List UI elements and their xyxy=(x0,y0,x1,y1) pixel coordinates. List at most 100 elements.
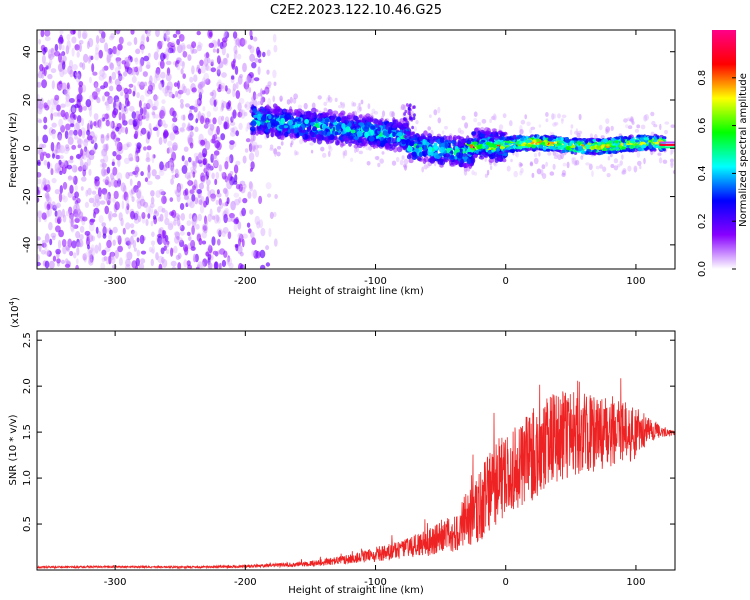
heatmap-cell xyxy=(146,32,151,37)
heatmap-cell xyxy=(145,218,149,226)
heatmap-cell xyxy=(236,53,242,60)
heatmap-cell xyxy=(56,144,61,154)
heatmap-cell xyxy=(545,161,548,167)
heatmap-cell xyxy=(452,135,458,141)
heatmap-cell xyxy=(209,165,214,171)
heatmap-cell xyxy=(338,105,342,109)
heatmap-cell xyxy=(413,113,416,117)
heatmap-cell xyxy=(547,137,553,142)
heatmap-cell xyxy=(414,147,420,153)
heatmap-cell xyxy=(75,258,79,265)
heatmap-cell xyxy=(191,194,196,202)
heatmap-cell xyxy=(174,231,180,239)
heatmap-cell xyxy=(174,235,180,244)
heatmap-cell xyxy=(47,73,53,80)
heatmap-cell xyxy=(136,92,140,99)
heatmap-cell xyxy=(171,146,175,155)
heatmap-cell xyxy=(125,126,128,135)
heatmap-cell xyxy=(52,204,57,211)
heatmap-cell xyxy=(118,112,124,118)
heatmap-cell xyxy=(273,211,277,217)
heatmap-cell xyxy=(68,175,73,180)
heatmap-cell xyxy=(215,199,219,206)
heatmap-cell xyxy=(340,103,346,109)
heatmap-cell xyxy=(164,92,168,97)
heatmap-cell xyxy=(74,135,78,140)
heatmap-cell xyxy=(102,67,105,72)
heatmap-cell xyxy=(75,204,80,213)
heatmap-cell xyxy=(38,39,41,45)
heatmap-cell xyxy=(129,235,134,245)
heatmap-cell xyxy=(267,193,272,198)
heatmap-cell xyxy=(418,151,423,158)
heatmap-cell xyxy=(193,257,197,263)
heatmap-cell xyxy=(199,81,206,88)
heatmap-cell xyxy=(502,113,507,119)
heatmap-cell xyxy=(237,221,242,230)
heatmap-cell xyxy=(221,171,226,177)
heatmap-cell xyxy=(625,149,629,152)
heatmap-cell xyxy=(180,213,185,221)
heatmap-cell xyxy=(629,140,636,144)
heatmap-cell xyxy=(186,174,191,181)
heatmap-cell xyxy=(147,213,151,219)
heatmap-cell xyxy=(140,35,145,45)
heatmap-cell xyxy=(75,120,81,131)
heatmap-cell xyxy=(473,171,478,176)
heatmap-cell xyxy=(224,31,230,39)
heatmap-cell xyxy=(69,250,74,257)
heatmap-cell xyxy=(52,153,55,159)
heatmap-cell xyxy=(252,91,257,101)
heatmap-cell xyxy=(184,160,189,167)
heatmap-cell xyxy=(180,42,186,53)
heatmap-cell xyxy=(116,58,121,67)
heatmap-cell xyxy=(194,126,199,133)
heatmap-cell xyxy=(512,145,517,149)
heatmap-cell xyxy=(73,122,80,132)
heatmap-cell xyxy=(179,127,185,132)
heatmap-cell xyxy=(510,158,513,163)
heatmap-cell xyxy=(66,82,70,90)
heatmap-cell xyxy=(78,239,84,248)
heatmap-cell xyxy=(203,168,207,173)
heatmap-cell xyxy=(339,141,344,148)
heatmap-cell xyxy=(592,138,597,143)
heatmap-cell xyxy=(115,137,121,142)
heatmap-cell xyxy=(59,155,64,160)
heatmap-cell xyxy=(250,138,255,143)
heatmap-cell xyxy=(200,172,206,182)
heatmap-cell xyxy=(423,164,428,170)
heatmap-cell xyxy=(411,125,414,130)
heatmap-cell xyxy=(247,191,252,199)
heatmap-cell xyxy=(208,244,212,250)
heatmap-cell xyxy=(192,162,196,167)
heatmap-cell xyxy=(69,117,75,126)
heatmap-cell xyxy=(182,85,187,94)
heatmap-cell xyxy=(113,180,119,188)
heatmap-cell xyxy=(52,235,56,241)
heatmap-cell xyxy=(197,81,204,90)
heatmap-cell xyxy=(210,193,217,199)
heatmap-cell xyxy=(244,101,251,110)
heatmap-cell xyxy=(598,152,604,155)
heatmap-cell xyxy=(238,98,245,104)
heatmap-cell xyxy=(61,44,65,51)
heatmap-cell xyxy=(75,242,81,247)
heatmap-cell xyxy=(486,169,490,176)
heatmap-cell xyxy=(441,130,445,135)
heatmap-cell xyxy=(670,149,674,155)
heatmap-cell xyxy=(606,173,611,178)
heatmap-cell xyxy=(381,151,385,155)
heatmap-cell xyxy=(224,209,229,215)
heatmap-cell xyxy=(539,144,543,149)
heatmap-cell xyxy=(120,182,126,192)
heatmap-cell xyxy=(92,202,97,208)
heatmap-cell xyxy=(116,235,122,241)
heatmap-cell xyxy=(49,98,56,106)
heatmap-cell xyxy=(62,69,68,75)
heatmap-cell xyxy=(185,88,191,96)
heatmap-cell xyxy=(276,145,282,150)
heatmap-cell xyxy=(130,190,134,199)
heatmap-cell xyxy=(118,111,122,121)
heatmap-cell xyxy=(88,249,93,258)
